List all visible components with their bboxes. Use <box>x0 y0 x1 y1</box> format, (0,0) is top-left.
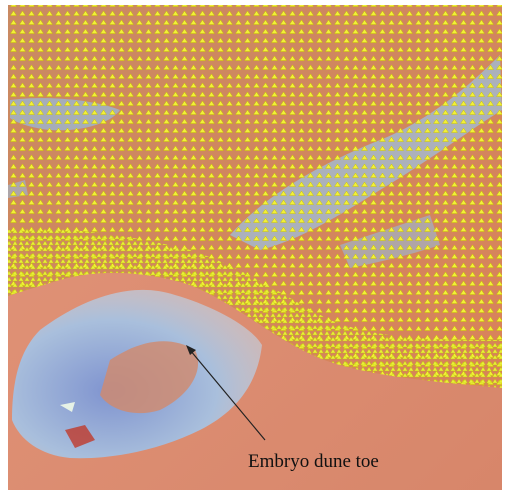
page: Embryo dune toe (() => { const data = JS… <box>0 0 510 497</box>
dune-image: Embryo dune toe <box>0 0 510 497</box>
terrain <box>8 5 502 490</box>
annotation-label: Embryo dune toe <box>248 451 379 472</box>
